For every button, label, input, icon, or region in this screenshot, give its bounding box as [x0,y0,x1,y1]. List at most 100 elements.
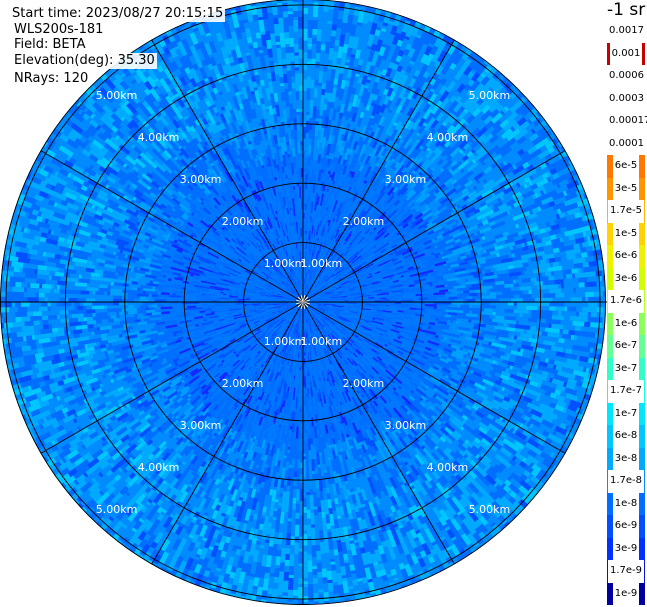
ppi-gate-cell [590,322,603,329]
ppi-gate-cell [470,275,474,279]
ppi-gate-cell [303,40,308,53]
ppi-gate-cell [312,216,315,226]
ppi-gate-cell [310,180,314,190]
ppi-gate-cell [308,138,312,145]
ppi-gate-cell [308,144,312,154]
ppi-gate-cell [357,58,364,66]
ppi-gate-cell [484,308,493,312]
ppi-gate-cell [581,316,588,322]
ppi-gate-cell [442,311,449,315]
ppi-gate-cell [356,302,360,304]
ppi-gate-cell [319,115,323,119]
ppi-gate-cell [325,32,332,42]
ppi-gate-cell [435,280,439,284]
ppi-gate-cell [327,119,332,126]
ppi-gate-cell [308,0,314,9]
ppi-gate-cell [311,58,316,65]
ppi-gate-cell [549,297,553,302]
ppi-gate-cell [347,38,354,49]
ppi-gate-cell [319,220,322,224]
ppi-gate-cell [531,285,535,290]
ppi-gate-cell [577,268,581,274]
ppi-gate-cell [307,8,314,20]
ppi-gate-cell [342,104,349,117]
ppi-gate-cell [303,266,305,270]
ppi-gate-cell [329,131,333,136]
ppi-gate-cell [337,10,344,20]
ppi-gate-cell [334,96,340,104]
ppi-gate-cell [327,125,331,132]
ppi-gate-cell [473,323,477,327]
ppi-gate-cell [555,306,565,312]
ppi-gate-cell [337,155,343,165]
ppi-gate-cell [303,114,307,121]
ppi-gate-cell [345,56,351,60]
ppi-gate-cell [492,311,496,316]
ppi-gate-cell [318,73,323,83]
ppi-gate-cell [323,209,328,219]
ppi-gate-cell [558,265,563,271]
ppi-gate-cell [322,190,325,195]
ppi-gate-cell [412,290,416,293]
ppi-gate-cell [320,202,324,215]
ppi-gate-cell [306,120,310,133]
ppi-gate-cell [489,291,496,296]
ppi-gate-cell [346,71,352,79]
ppi-gate-cell [453,317,457,321]
ppi-gate-cell [309,177,312,184]
ppi-gate-cell [528,290,532,295]
ppi-gate-cell [551,315,565,321]
ppi-gate-cell [307,273,311,285]
ppi-gate-cell [326,74,331,81]
ppi-gate-cell [527,317,538,323]
ppi-gate-cell [325,107,331,117]
ppi-gate-cell [303,61,308,71]
ppi-gate-cell [303,278,305,288]
ppi-gate-cell [309,100,314,104]
ppi-gate-cell [315,109,320,119]
ppi-gate-cell [492,308,505,313]
ppi-gate-cell [314,67,320,80]
ppi-gate-cell [339,34,346,47]
ppi-gate-cell [356,305,360,307]
ppi-gate-cell [324,92,329,99]
ppi-gate-cell [329,174,333,178]
ppi-gate-cell [333,78,339,85]
ppi-gate-cell [310,255,314,268]
ppi-gate-cell [522,313,532,318]
ppi-gate-cell [333,51,339,55]
ppi-gate-cell [552,261,559,267]
ppi-gate-cell [367,12,375,23]
ppi-gate-cell [564,306,568,312]
ppi-gate-cell [335,163,340,173]
ppi-gate-cell [588,302,598,308]
ppi-gate-cell [328,152,332,160]
ppi-gate-cell [303,183,306,196]
ppi-gate-cell [507,305,517,310]
ppi-gate-cell [516,290,523,295]
ppi-gate-cell [333,145,340,158]
ppi-gate-cell [309,103,314,110]
ppi-gate-cell [344,300,348,302]
ppi-gate-cell [352,76,360,89]
ppi-gate-cell [468,310,473,314]
ppi-gate-cell [475,298,482,302]
ppi-gate-cell [303,4,309,8]
ppi-gate-cell [321,148,325,155]
ppi-gate-cell [346,47,353,58]
ppi-gate-cell [528,309,532,314]
ppi-gate-cell [321,83,326,90]
ppi-gate-cell [312,106,317,119]
ppi-gate-cell [468,319,472,323]
ppi-gate-cell [322,23,328,27]
ppi-gate-cell [506,323,510,328]
ppi-gate-cell [318,0,325,6]
ppi-gate-cell [589,327,596,333]
ppi-gate-cell [319,70,324,75]
ppi-gate-cell [336,154,340,158]
ppi-gate-cell [588,296,601,302]
ppi-gate-cell [550,271,555,276]
ppi-gate-cell [576,292,586,298]
ppi-gate-cell [510,298,523,302]
ppi-gate-cell [310,147,314,160]
